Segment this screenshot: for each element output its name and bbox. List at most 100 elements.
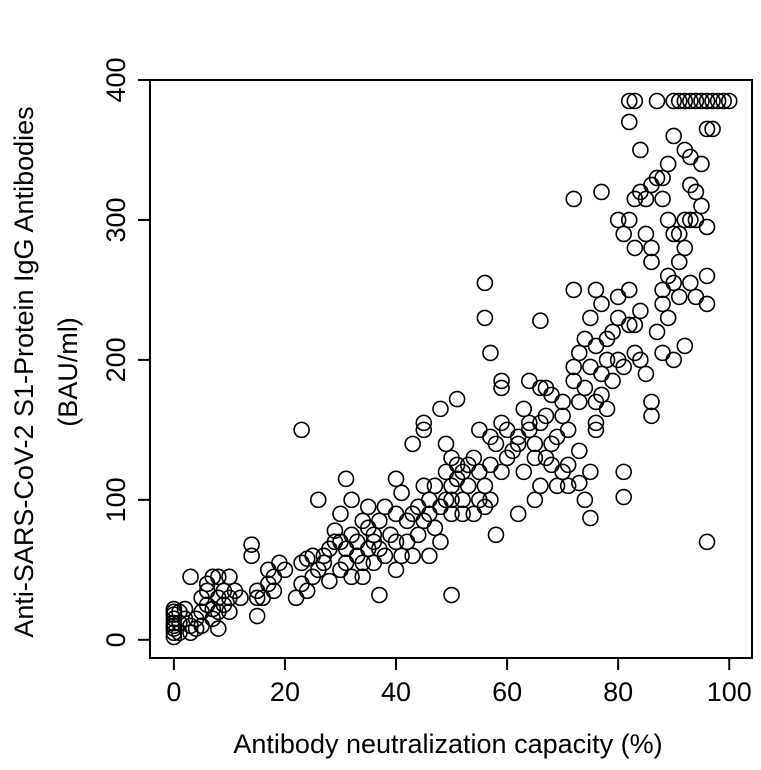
point xyxy=(309,491,327,509)
x-axis-label: Antibody neutralization capacity (%) xyxy=(233,729,662,759)
point xyxy=(654,190,671,208)
point xyxy=(521,372,538,390)
point xyxy=(676,239,694,257)
point xyxy=(287,589,305,607)
x-tick-label: 20 xyxy=(270,677,300,707)
point xyxy=(565,281,583,299)
point xyxy=(426,477,444,495)
point xyxy=(509,435,527,453)
point xyxy=(343,568,360,586)
point xyxy=(615,488,633,506)
point xyxy=(465,505,483,523)
point xyxy=(204,568,222,586)
point xyxy=(443,586,460,604)
point xyxy=(620,92,638,110)
point xyxy=(415,421,433,439)
point xyxy=(693,155,710,173)
point xyxy=(648,169,666,187)
point xyxy=(626,92,644,110)
point xyxy=(670,92,688,110)
x-tick-label: 60 xyxy=(492,677,522,707)
point xyxy=(476,309,494,327)
point xyxy=(493,372,510,390)
point xyxy=(165,624,183,642)
point xyxy=(687,92,705,110)
point xyxy=(609,288,627,306)
point xyxy=(643,253,660,271)
point xyxy=(693,92,710,110)
point xyxy=(637,365,655,383)
point xyxy=(532,477,549,495)
point xyxy=(465,449,483,467)
point xyxy=(637,190,655,208)
point xyxy=(243,536,260,553)
point xyxy=(526,435,544,453)
point xyxy=(276,561,294,579)
point xyxy=(659,155,677,173)
point xyxy=(387,561,405,579)
point xyxy=(698,295,716,313)
point xyxy=(409,526,427,544)
point xyxy=(687,288,705,306)
point xyxy=(432,533,449,551)
point xyxy=(221,568,238,586)
point xyxy=(415,477,433,495)
y-tick-label: 0 xyxy=(101,632,131,647)
point xyxy=(471,421,488,439)
point xyxy=(665,127,682,145)
point xyxy=(376,547,394,565)
point xyxy=(454,491,471,509)
point xyxy=(670,288,688,306)
point xyxy=(698,92,716,110)
point xyxy=(526,449,544,467)
point xyxy=(437,491,455,509)
point xyxy=(582,358,599,376)
point xyxy=(210,568,227,586)
point xyxy=(698,533,716,551)
y-tick-label: 300 xyxy=(101,197,131,242)
point xyxy=(582,309,599,327)
point xyxy=(637,225,655,243)
point xyxy=(693,197,710,215)
point xyxy=(321,572,338,590)
point xyxy=(643,407,660,425)
point xyxy=(176,600,194,618)
point xyxy=(354,554,371,572)
point xyxy=(337,470,355,488)
point xyxy=(487,435,505,453)
point xyxy=(393,547,410,565)
point xyxy=(454,505,471,523)
point xyxy=(626,239,644,257)
point xyxy=(576,491,594,509)
point xyxy=(332,505,349,523)
point xyxy=(476,274,494,292)
point xyxy=(293,421,310,439)
point xyxy=(521,414,538,432)
point xyxy=(243,547,260,565)
x-tick-label: 80 xyxy=(603,677,633,707)
point xyxy=(548,477,566,495)
point xyxy=(654,344,671,362)
point xyxy=(604,323,621,341)
point xyxy=(371,586,388,604)
point xyxy=(565,190,583,208)
point xyxy=(398,533,416,551)
point xyxy=(404,435,421,453)
point xyxy=(643,239,660,257)
point xyxy=(326,522,344,539)
point xyxy=(565,372,583,390)
point xyxy=(210,620,227,637)
point xyxy=(632,351,649,369)
point xyxy=(682,211,699,229)
point xyxy=(687,183,705,201)
point xyxy=(632,141,649,159)
point xyxy=(359,498,377,516)
point xyxy=(676,211,694,229)
point xyxy=(376,498,394,516)
point xyxy=(570,393,588,411)
point xyxy=(654,169,671,187)
point xyxy=(221,603,238,621)
point xyxy=(659,211,677,229)
